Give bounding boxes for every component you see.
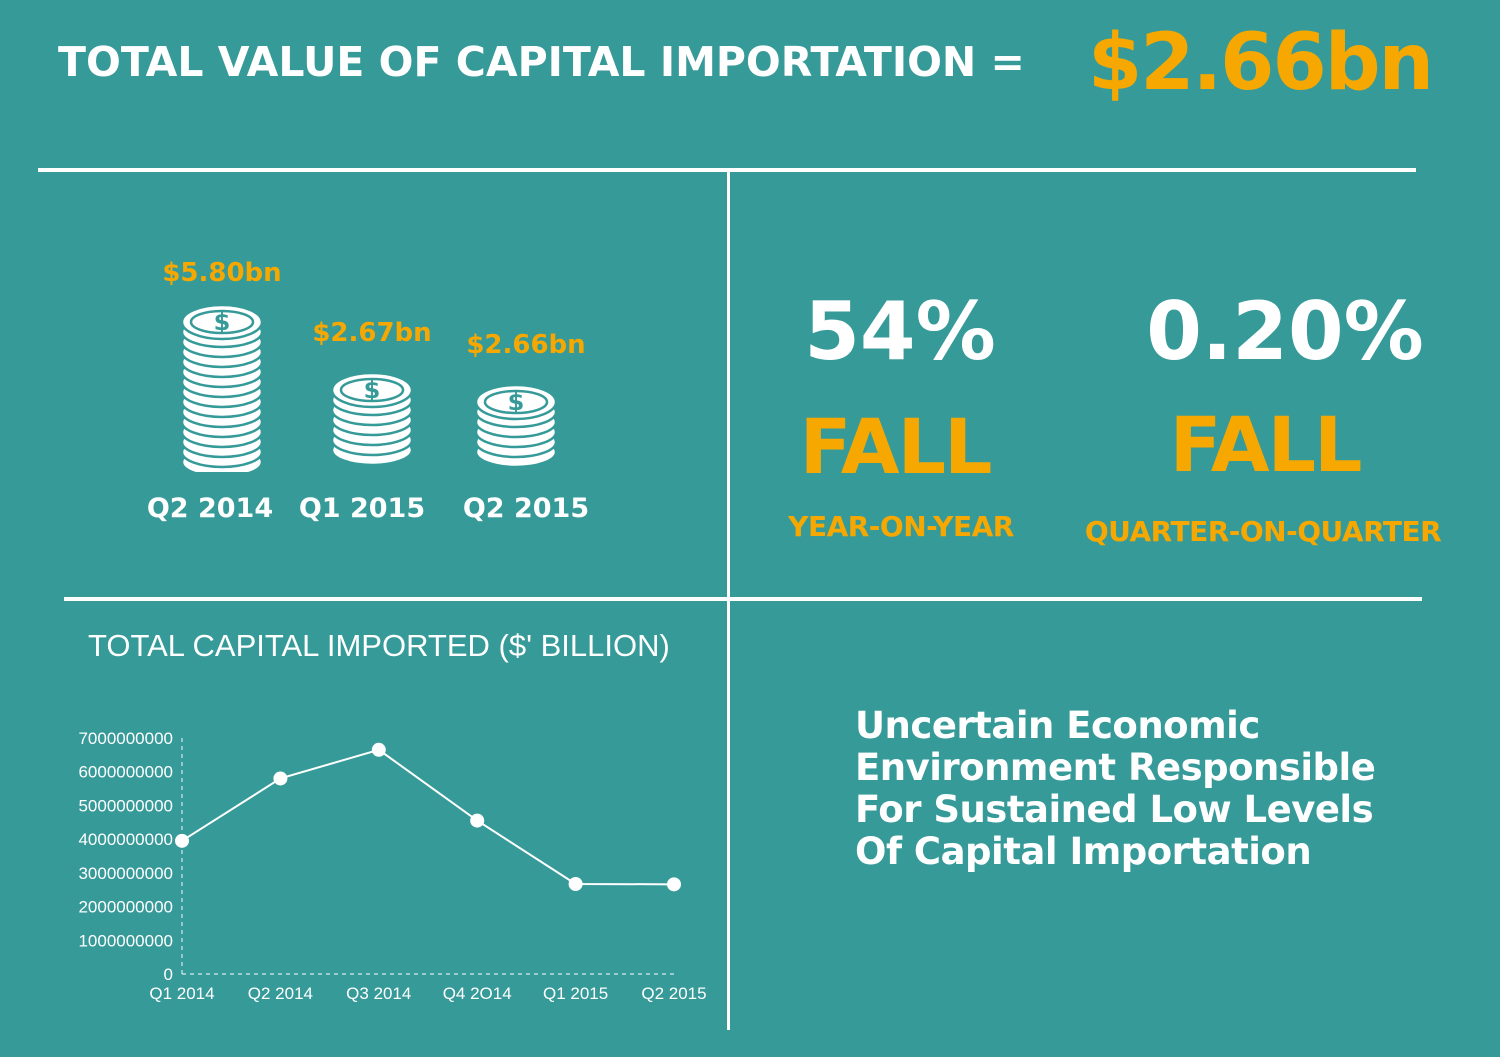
- x-tick-label: Q3 2014: [346, 984, 411, 1003]
- x-tick-label: Q4 2O14: [443, 984, 512, 1003]
- yoy-label: YEAR-ON-YEAR: [788, 510, 1014, 543]
- y-tick-label: 2000000000: [78, 898, 173, 917]
- qoq-label: QUARTER-ON-QUARTER: [1084, 515, 1442, 548]
- coin-label-q2-2014: Q2 2014: [146, 493, 274, 524]
- qoq-fall: FALL: [1169, 400, 1363, 489]
- message-line: Of Capital Importation: [855, 830, 1312, 873]
- yoy-fall: FALL: [799, 402, 993, 491]
- dollar-icon: $: [214, 308, 231, 336]
- message-line: Uncertain Economic: [855, 704, 1260, 747]
- y-tick-label: 7000000000: [78, 729, 173, 748]
- data-point: [371, 742, 386, 757]
- coin-label-q1-2015: Q1 2015: [298, 493, 426, 524]
- dollar-icon: $: [508, 388, 525, 416]
- line-chart: 0 1000000000 2000000000 3000000000 400000000…: [78, 729, 706, 1003]
- coin-stack-icon: $: [180, 303, 264, 472]
- x-tick-label: Q2 2015: [641, 984, 706, 1003]
- coin-value-q1-2015: $2.67bn: [312, 318, 432, 348]
- data-point: [175, 833, 189, 848]
- coin-value-q2-2015: $2.66bn: [466, 330, 586, 360]
- data-point: [273, 771, 288, 786]
- series-line: [181, 748, 675, 886]
- message-text: Uncertain Economic Environment Responsib…: [855, 705, 1455, 873]
- top-divider: [38, 168, 1416, 172]
- coin-rim: [189, 309, 255, 335]
- x-tick-label: Q1 2015: [543, 984, 608, 1003]
- header-value: $2.66bn: [1088, 18, 1434, 108]
- yoy-percent: 54%: [804, 285, 996, 378]
- y-tick-label: 6000000000: [78, 763, 173, 782]
- header-title: TOTAL VALUE OF CAPITAL IMPORTATION =: [58, 38, 1025, 86]
- data-point: [667, 877, 681, 892]
- y-tick-label: 4000000000: [78, 830, 173, 849]
- middle-divider: [64, 597, 1422, 601]
- coin-stack-icon: $: [330, 371, 414, 467]
- qoq-percent: 0.20%: [1146, 285, 1424, 378]
- message-line: For Sustained Low Levels: [855, 788, 1374, 831]
- chart-title: TOTAL CAPITAL IMPORTED ($' BILLION): [88, 628, 670, 663]
- coin-value-q2-2014: $5.80bn: [162, 258, 282, 288]
- x-tick-label: Q1 2014: [149, 984, 214, 1003]
- vertical-divider: [727, 172, 730, 1030]
- coin-rim: [339, 377, 405, 403]
- data-point: [470, 813, 485, 828]
- message-line: Environment Responsible: [855, 746, 1376, 789]
- coin-rim: [483, 389, 549, 415]
- coin-label-q2-2015: Q2 2015: [462, 493, 590, 524]
- y-tick-label: 1000000000: [78, 931, 173, 950]
- x-tick-label: Q2 2014: [248, 984, 313, 1003]
- y-tick-label: 0: [164, 965, 173, 984]
- coin-stack-icon: $: [474, 383, 558, 469]
- data-point: [568, 876, 583, 891]
- dollar-icon: $: [364, 376, 381, 404]
- y-tick-label: 3000000000: [78, 864, 173, 883]
- y-tick-label: 5000000000: [78, 796, 173, 815]
